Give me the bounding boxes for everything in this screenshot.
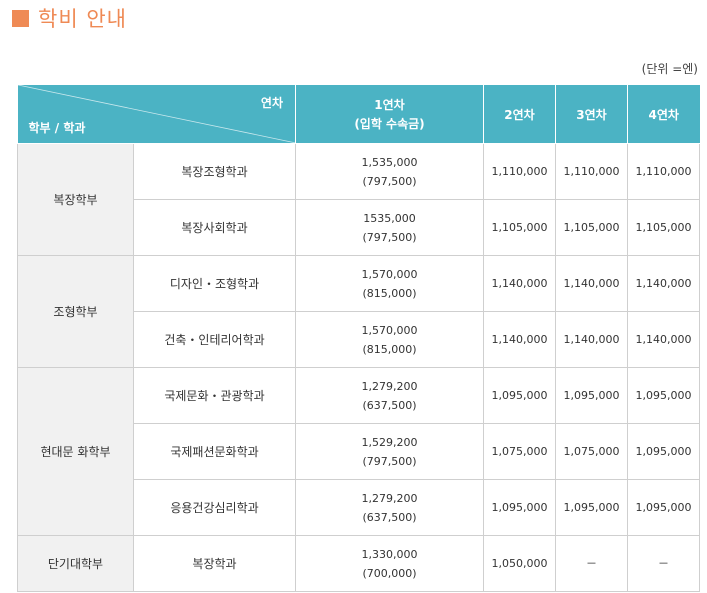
year1-admission-fee: (815,000) — [362, 286, 417, 300]
year1-fee: 1,570,000 — [361, 323, 418, 337]
faculty-cell: 현대문 화학부 — [17, 367, 134, 536]
year3-fee-cell: 1,140,000 — [555, 255, 628, 312]
table-row: 복장사회학과 1535,000 (797,500) 1,105,000 1,105,00… — [18, 199, 700, 256]
header-year4: 4연차 — [627, 85, 700, 144]
year1-fee-cell: 1,529,200 (797,500) — [295, 423, 484, 480]
corner-header: 연차 학부 / 학과 — [17, 85, 296, 144]
year1-fee: 1,535,000 — [361, 155, 418, 169]
year3-fee-cell: 1,095,000 — [555, 479, 628, 536]
faculty-cell: 복장학부 — [17, 143, 134, 256]
table-row: 국제패션문화학과 1,529,200 (797,500) 1,075,000 1,075… — [18, 423, 700, 480]
year4-fee-cell: 1,095,000 — [627, 423, 700, 480]
year4-fee-cell: 1,140,000 — [627, 255, 700, 312]
department-cell: 복장사회학과 — [133, 199, 296, 256]
year2-fee-cell: 1,140,000 — [483, 255, 556, 312]
year1-admission-fee: (797,500) — [362, 174, 417, 188]
year4-fee-cell: 1,110,000 — [627, 143, 700, 200]
year1-fee-cell: 1,570,000 (815,000) — [295, 311, 484, 368]
year3-fee-cell: 1,140,000 — [555, 311, 628, 368]
year1-fee: 1,279,200 — [361, 379, 418, 393]
header-year1-label: 1연차 — [374, 98, 405, 112]
department-cell: 응용건강심리학과 — [133, 479, 296, 536]
year1-admission-fee: (815,000) — [362, 342, 417, 356]
corner-dept-label: 학부 / 학과 — [28, 121, 86, 135]
department-cell: 복장조형학과 — [133, 143, 296, 200]
department-cell: 국제문화・관광학과 — [133, 367, 296, 424]
year2-fee-cell: 1,105,000 — [483, 199, 556, 256]
year2-fee-cell: 1,095,000 — [483, 367, 556, 424]
year3-fee-cell: 1,105,000 — [555, 199, 628, 256]
table-row: 단기대학부 복장학과 1,330,000 (700,000) 1,050,000 －－ — [17, 535, 700, 592]
orange-square-icon — [12, 9, 29, 27]
year1-admission-fee: (637,500) — [362, 510, 417, 524]
department-cell: 국제패션문화학과 — [133, 423, 296, 480]
year3-fee-cell: 1,075,000 — [555, 423, 628, 480]
header-year2: 2연차 — [483, 85, 556, 144]
year1-admission-fee: (700,000) — [362, 566, 417, 580]
table-row: 조형학부 디자인・조형학과 1,570,000 (815,000) 1,140,000 1… — [17, 255, 700, 368]
year3-fee-cell: 1,095,000 — [555, 367, 628, 424]
year1-fee-cell: 1,330,000 (700,000) — [295, 535, 484, 592]
page-title: 학비 안내 — [38, 7, 127, 31]
table-row: 현대문 화학부 국제문화・관광학과 1,279,200 (637,500) 1,095,… — [17, 367, 700, 536]
year1-admission-fee: (797,500) — [362, 230, 417, 244]
year1-fee-cell: 1,535,000 (797,500) — [295, 143, 484, 200]
year4-fee-cell: 1,095,000 — [627, 479, 700, 536]
year1-fee: 1,570,000 — [361, 267, 418, 281]
year1-fee-cell: 1,570,000 (815,000) — [295, 255, 484, 312]
year1-fee: 1,330,000 — [361, 547, 418, 561]
year4-fee-cell: － — [627, 535, 700, 592]
header-year1: 1연차 (입학 수속금) — [295, 85, 484, 144]
header-year3: 3연차 — [555, 85, 628, 144]
year2-fee-cell: 1,095,000 — [483, 479, 556, 536]
faculty-cell: 단기대학부 — [17, 535, 134, 592]
year2-fee-cell: 1,050,000 — [483, 535, 556, 592]
tuition-table: 연차 학부 / 학과 1연차 (입학 수속금) 2연차 3연차 4연차 복장학부… — [17, 85, 700, 592]
year4-fee-cell: 1,140,000 — [627, 311, 700, 368]
header-year1-sub: (입학 수속금) — [354, 117, 425, 131]
year1-fee: 1,279,200 — [361, 491, 418, 505]
year1-fee-cell: 1,279,200 (637,500) — [295, 367, 484, 424]
table-row: 응용건강심리학과 1,279,200 (637,500) 1,095,000 1,095… — [18, 479, 700, 536]
year3-fee-cell: － — [555, 535, 628, 592]
unit-note: (단위 =엔) — [641, 62, 698, 76]
year1-fee: 1,529,200 — [361, 435, 418, 449]
department-cell: 디자인・조형학과 — [133, 255, 296, 312]
corner-year-label: 연차 — [260, 96, 283, 110]
year4-fee-cell: 1,095,000 — [627, 367, 700, 424]
department-cell: 건축・인테리어학과 — [133, 311, 296, 368]
year2-fee-cell: 1,075,000 — [483, 423, 556, 480]
year4-fee-cell: 1,105,000 — [627, 199, 700, 256]
faculty-cell: 조형학부 — [17, 255, 134, 368]
year1-fee-cell: 1535,000 (797,500) — [295, 199, 484, 256]
year2-fee-cell: 1,140,000 — [483, 311, 556, 368]
year1-fee-cell: 1,279,200 (637,500) — [295, 479, 484, 536]
year1-admission-fee: (637,500) — [362, 398, 417, 412]
diagonal-line — [17, 85, 296, 143]
year2-fee-cell: 1,110,000 — [483, 143, 556, 200]
year1-admission-fee: (797,500) — [362, 454, 417, 468]
table-header-row: 연차 학부 / 학과 1연차 (입학 수속금) 2연차 3연차 4연차 — [17, 85, 700, 144]
year3-fee-cell: 1,110,000 — [555, 143, 628, 200]
table-row: 건축・인테리어학과 1,570,000 (815,000) 1,140,000 1,14… — [18, 311, 700, 368]
table-row: 복장학부 복장조형학과 1,535,000 (797,500) 1,110,000 1,1… — [17, 143, 700, 256]
year1-fee: 1535,000 — [363, 211, 416, 225]
department-cell: 복장학과 — [133, 535, 296, 592]
page-heading: 학비 안내 — [12, 4, 127, 32]
